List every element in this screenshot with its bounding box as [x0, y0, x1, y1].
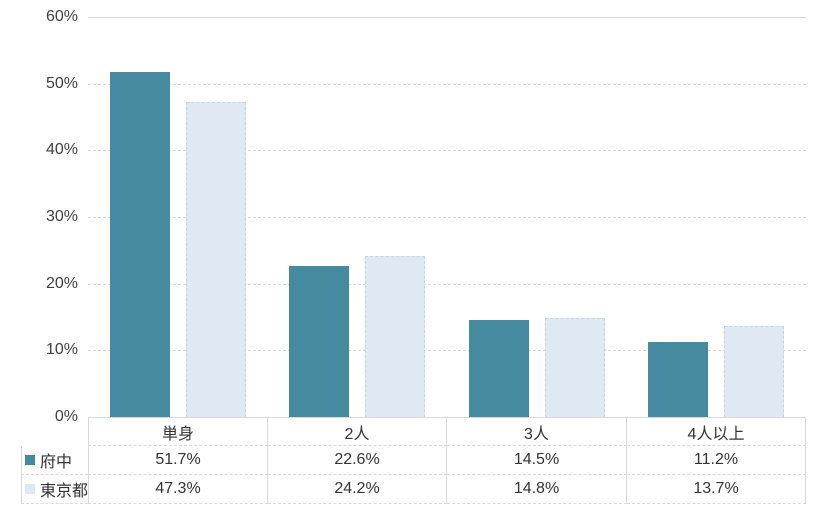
table-value-s0-c0: 51.7%	[88, 446, 268, 475]
bar-series0-cat1	[289, 266, 350, 417]
y-gridline-20	[88, 283, 806, 285]
table-value-s1-c1: 24.2%	[268, 475, 447, 504]
table-value-s1-c0: 47.3%	[88, 475, 268, 504]
table-header-cat2: 3人	[447, 417, 627, 446]
bar-series0-cat0	[109, 72, 170, 417]
legend-cell-series1: 東京都	[21, 475, 88, 504]
y-gridline-60	[88, 17, 806, 18]
bar-series1-cat3	[724, 325, 785, 417]
y-axis-tick-label: 50%	[45, 74, 78, 92]
legend-series-name: 東京都	[40, 483, 89, 500]
y-axis-tick-label: 10%	[45, 341, 78, 359]
table-value-s0-c1: 22.6%	[268, 446, 447, 475]
y-axis-tick-label: 30%	[45, 208, 78, 225]
table-value-s1-c2: 14.8%	[447, 475, 627, 504]
bar-series0-cat2	[468, 320, 529, 417]
y-axis-tick-label: 40%	[45, 141, 78, 159]
y-gridline-30	[88, 217, 806, 218]
legend-swatch-series0	[25, 455, 35, 465]
table-header-cat0: 単身	[88, 417, 268, 446]
table-header-cat1: 2人	[268, 417, 447, 446]
table-value-s0-c3: 11.2%	[627, 446, 806, 475]
y-axis-tick-label: 20%	[45, 274, 78, 292]
table-header-cat3: 4人以上	[627, 417, 806, 446]
bar-series0-cat3	[648, 342, 709, 417]
legend-swatch-series1	[25, 484, 35, 494]
bar-series1-cat0	[185, 101, 246, 417]
legend-cell-series0: 府中	[21, 446, 88, 475]
bar-series1-cat1	[365, 255, 426, 417]
y-gridline-40	[88, 150, 806, 152]
table-value-s1-c3: 13.7%	[627, 475, 806, 504]
table-value-s0-c2: 14.5%	[447, 446, 627, 475]
y-gridline-10	[88, 350, 806, 352]
y-axis-tick-label: 0%	[54, 408, 78, 425]
y-gridline-50	[88, 83, 806, 85]
legend-series-name: 府中	[40, 454, 73, 471]
bar-series1-cat2	[544, 318, 605, 417]
y-axis-tick-label: 60%	[45, 8, 78, 25]
